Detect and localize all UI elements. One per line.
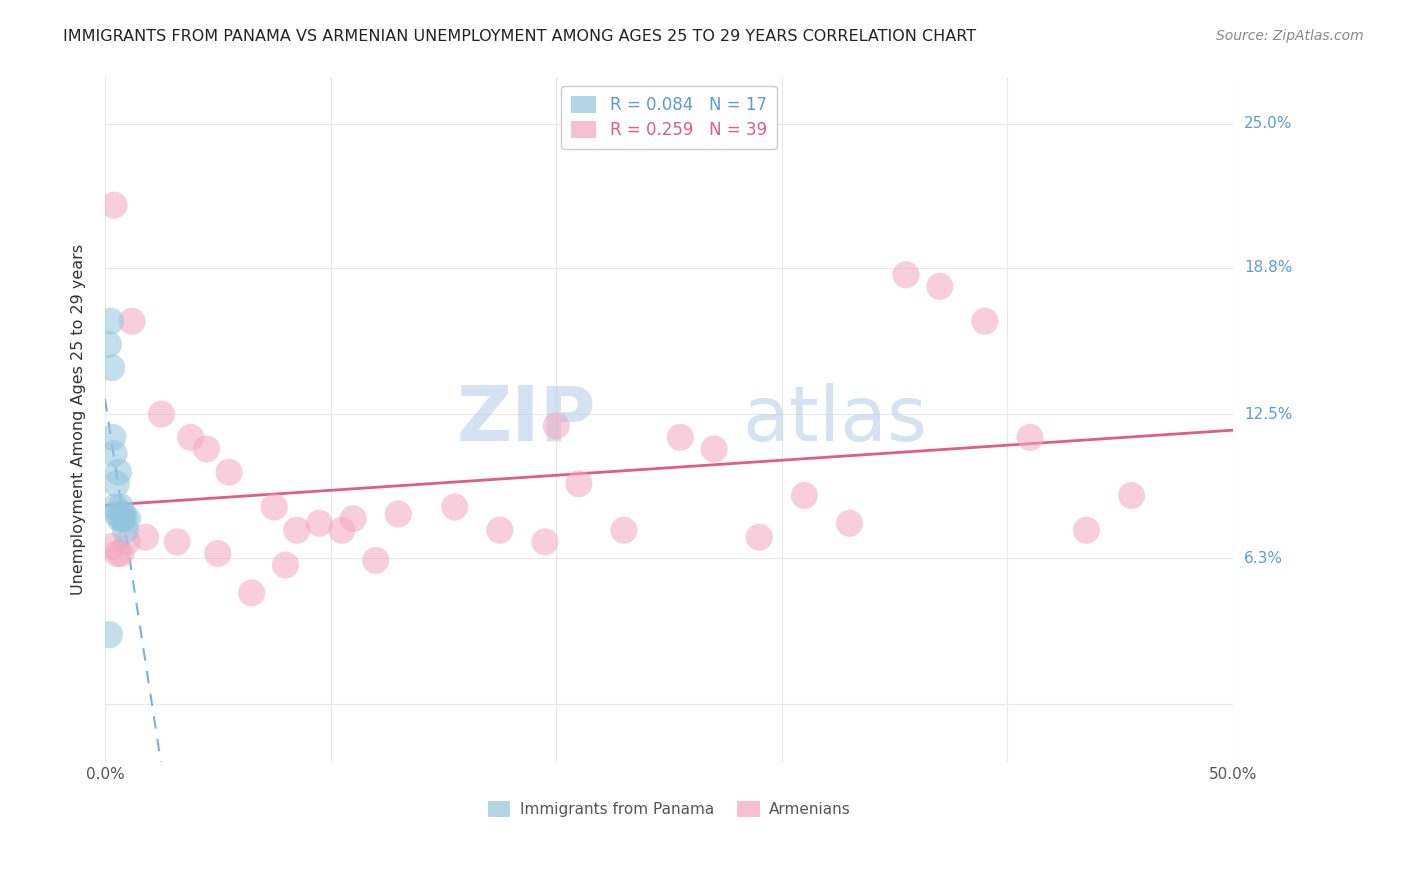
Point bbox=[166, 534, 188, 549]
Legend: Immigrants from Panama, Armenians: Immigrants from Panama, Armenians bbox=[481, 795, 856, 823]
Point bbox=[894, 268, 917, 282]
Point bbox=[103, 198, 125, 212]
Point bbox=[97, 337, 120, 351]
Point bbox=[613, 523, 636, 537]
Point bbox=[112, 511, 135, 525]
Point bbox=[105, 546, 128, 560]
Point bbox=[117, 511, 139, 525]
Text: ZIP: ZIP bbox=[456, 383, 596, 457]
Point bbox=[117, 534, 139, 549]
Text: 25.0%: 25.0% bbox=[1244, 116, 1292, 131]
Point bbox=[534, 534, 557, 549]
Point bbox=[207, 546, 229, 560]
Point bbox=[240, 586, 263, 600]
Point bbox=[195, 442, 218, 456]
Text: 18.8%: 18.8% bbox=[1244, 260, 1292, 276]
Point bbox=[793, 488, 815, 502]
Point bbox=[110, 546, 132, 560]
Point bbox=[108, 511, 131, 525]
Text: IMMIGRANTS FROM PANAMA VS ARMENIAN UNEMPLOYMENT AMONG AGES 25 TO 29 YEARS CORREL: IMMIGRANTS FROM PANAMA VS ARMENIAN UNEMP… bbox=[63, 29, 976, 44]
Point bbox=[1076, 523, 1098, 537]
Point bbox=[974, 314, 997, 328]
Point bbox=[135, 530, 157, 544]
Point bbox=[101, 430, 124, 444]
Point bbox=[110, 500, 132, 514]
Point bbox=[443, 500, 465, 514]
Point bbox=[669, 430, 692, 444]
Point bbox=[364, 553, 387, 567]
Point bbox=[100, 360, 122, 375]
Point bbox=[308, 516, 330, 531]
Text: 12.5%: 12.5% bbox=[1244, 407, 1292, 422]
Point bbox=[342, 511, 364, 525]
Point bbox=[121, 314, 143, 328]
Point bbox=[1121, 488, 1143, 502]
Point bbox=[180, 430, 202, 444]
Point bbox=[98, 628, 121, 642]
Point bbox=[1019, 430, 1042, 444]
Text: Source: ZipAtlas.com: Source: ZipAtlas.com bbox=[1216, 29, 1364, 43]
Point bbox=[100, 314, 122, 328]
Point bbox=[263, 500, 285, 514]
Point bbox=[112, 507, 135, 521]
Point bbox=[105, 507, 128, 521]
Point bbox=[387, 507, 409, 521]
Point bbox=[928, 279, 950, 293]
Point bbox=[104, 500, 127, 514]
Point bbox=[330, 523, 353, 537]
Point bbox=[285, 523, 308, 537]
Point bbox=[748, 530, 770, 544]
Point bbox=[111, 511, 134, 525]
Point bbox=[488, 523, 510, 537]
Text: atlas: atlas bbox=[742, 383, 927, 457]
Point bbox=[150, 407, 173, 421]
Point bbox=[105, 476, 128, 491]
Point bbox=[568, 476, 591, 491]
Point bbox=[838, 516, 860, 531]
Point bbox=[100, 540, 122, 554]
Point bbox=[703, 442, 725, 456]
Point bbox=[107, 465, 129, 479]
Point bbox=[274, 558, 297, 572]
Point bbox=[114, 523, 136, 537]
Point bbox=[218, 465, 240, 479]
Point bbox=[103, 447, 125, 461]
Point bbox=[546, 418, 568, 433]
Y-axis label: Unemployment Among Ages 25 to 29 years: Unemployment Among Ages 25 to 29 years bbox=[72, 244, 86, 596]
Text: 6.3%: 6.3% bbox=[1244, 550, 1284, 566]
